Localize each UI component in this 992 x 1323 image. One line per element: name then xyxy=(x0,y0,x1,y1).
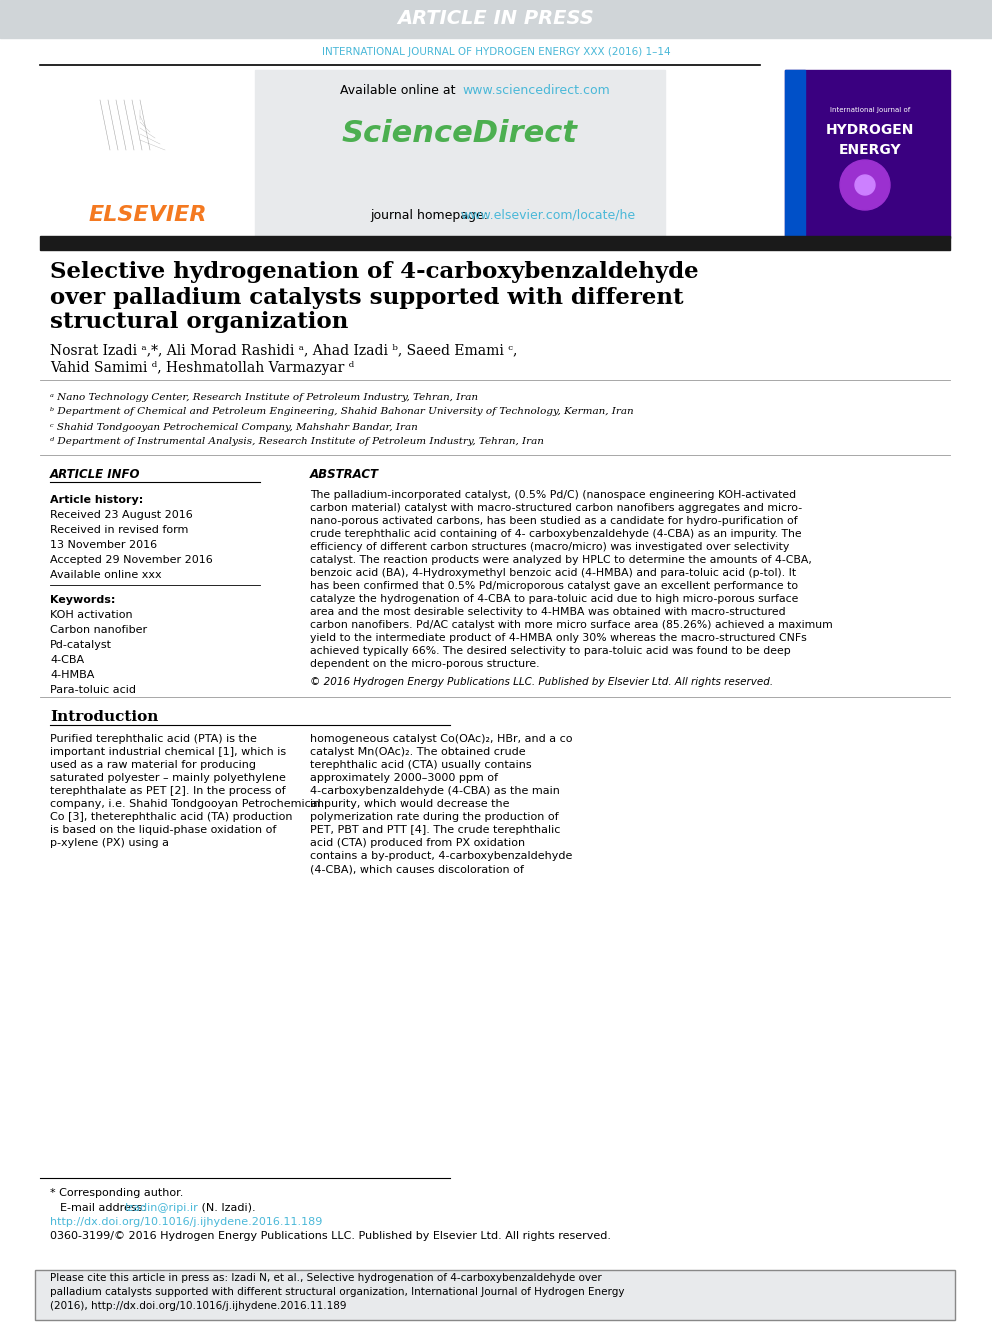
Text: saturated polyester – mainly polyethylene: saturated polyester – mainly polyethylen… xyxy=(50,773,286,783)
Text: International Journal of: International Journal of xyxy=(830,107,910,112)
Text: acid (CTA) produced from PX oxidation: acid (CTA) produced from PX oxidation xyxy=(310,837,525,848)
Text: Introduction: Introduction xyxy=(50,710,159,724)
Text: polymerization rate during the production of: polymerization rate during the productio… xyxy=(310,812,558,822)
Text: journal homepage:: journal homepage: xyxy=(370,209,492,221)
Text: 13 November 2016: 13 November 2016 xyxy=(50,540,157,550)
Text: terephthalic acid (CTA) usually contains: terephthalic acid (CTA) usually contains xyxy=(310,759,532,770)
Text: Available online xxx: Available online xxx xyxy=(50,570,162,579)
Text: The palladium-incorporated catalyst, (0.5% Pd/C) (nanospace engineering KOH-acti: The palladium-incorporated catalyst, (0.… xyxy=(310,490,797,500)
Bar xyxy=(0,0,992,38)
Text: www.sciencedirect.com: www.sciencedirect.com xyxy=(462,83,610,97)
Text: area and the most desirable selectivity to 4-HMBA was obtained with macro-struct: area and the most desirable selectivity … xyxy=(310,607,786,617)
Bar xyxy=(55,75,240,191)
Text: HYDROGEN: HYDROGEN xyxy=(825,123,915,138)
Text: carbon material) catalyst with macro-structured carbon nanofibers aggregates and: carbon material) catalyst with macro-str… xyxy=(310,503,803,513)
Text: Carbon nanofiber: Carbon nanofiber xyxy=(50,624,147,635)
Text: efficiency of different carbon structures (macro/micro) was investigated over se: efficiency of different carbon structure… xyxy=(310,542,790,552)
Text: 0360-3199/© 2016 Hydrogen Energy Publications LLC. Published by Elsevier Ltd. Al: 0360-3199/© 2016 Hydrogen Energy Publica… xyxy=(50,1230,611,1241)
Text: Para-toluic acid: Para-toluic acid xyxy=(50,685,136,695)
Text: impurity, which would decrease the: impurity, which would decrease the xyxy=(310,799,510,808)
Bar xyxy=(255,70,665,239)
Text: KOH activation: KOH activation xyxy=(50,610,133,620)
Text: company, i.e. Shahid Tondgooyan Petrochemical: company, i.e. Shahid Tondgooyan Petroche… xyxy=(50,799,320,808)
Text: ᵈ Department of Instrumental Analysis, Research Institute of Petroleum Industry,: ᵈ Department of Instrumental Analysis, R… xyxy=(50,438,544,446)
Text: terephthalate as PET [2]. In the process of: terephthalate as PET [2]. In the process… xyxy=(50,786,286,796)
Text: catalyze the hydrogenation of 4-CBA to para-toluic acid due to high micro-porous: catalyze the hydrogenation of 4-CBA to p… xyxy=(310,594,799,605)
Text: INTERNATIONAL JOURNAL OF HYDROGEN ENERGY XXX (2016) 1–14: INTERNATIONAL JOURNAL OF HYDROGEN ENERGY… xyxy=(321,48,671,57)
Text: ScienceDirect: ScienceDirect xyxy=(342,119,578,147)
Text: PET, PBT and PTT [4]. The crude terephthalic: PET, PBT and PTT [4]. The crude terephth… xyxy=(310,826,560,835)
Text: ᶜ Shahid Tondgooyan Petrochemical Company, Mahshahr Bandar, Iran: ᶜ Shahid Tondgooyan Petrochemical Compan… xyxy=(50,422,418,431)
FancyBboxPatch shape xyxy=(35,1270,955,1320)
Circle shape xyxy=(840,160,890,210)
Text: Vahid Samimi ᵈ, Heshmatollah Varmazyar ᵈ: Vahid Samimi ᵈ, Heshmatollah Varmazyar ᵈ xyxy=(50,361,354,374)
Bar xyxy=(785,70,950,238)
Text: 4-HMBA: 4-HMBA xyxy=(50,669,94,680)
Text: carbon nanofibers. Pd/AC catalyst with more micro surface area (85.26%) achieved: carbon nanofibers. Pd/AC catalyst with m… xyxy=(310,620,832,630)
Text: approximately 2000–3000 ppm of: approximately 2000–3000 ppm of xyxy=(310,773,498,783)
Text: (2016), http://dx.doi.org/10.1016/j.ijhydene.2016.11.189: (2016), http://dx.doi.org/10.1016/j.ijhy… xyxy=(50,1301,346,1311)
Text: is based on the liquid-phase oxidation of: is based on the liquid-phase oxidation o… xyxy=(50,826,277,835)
Text: crude terephthalic acid containing of 4- carboxybenzaldehyde (4-CBA) as an impur: crude terephthalic acid containing of 4-… xyxy=(310,529,802,538)
Bar xyxy=(40,235,950,250)
Bar xyxy=(785,70,805,238)
Text: yield to the intermediate product of 4-HMBA only 30% whereas the macro-structure: yield to the intermediate product of 4-H… xyxy=(310,632,806,643)
Text: p-xylene (PX) using a: p-xylene (PX) using a xyxy=(50,837,169,848)
Text: Received in revised form: Received in revised form xyxy=(50,525,188,534)
Text: Selective hydrogenation of 4-carboxybenzaldehyde: Selective hydrogenation of 4-carboxybenz… xyxy=(50,261,698,283)
Text: 4-carboxybenzaldehyde (4-CBA) as the main: 4-carboxybenzaldehyde (4-CBA) as the mai… xyxy=(310,786,559,796)
Text: * Corresponding author.: * Corresponding author. xyxy=(50,1188,184,1199)
Text: http://dx.doi.org/10.1016/j.ijhydene.2016.11.189: http://dx.doi.org/10.1016/j.ijhydene.201… xyxy=(50,1217,322,1226)
Text: used as a raw material for producing: used as a raw material for producing xyxy=(50,759,256,770)
Text: 4-CBA: 4-CBA xyxy=(50,655,84,665)
Text: Purified terephthalic acid (PTA) is the: Purified terephthalic acid (PTA) is the xyxy=(50,734,257,744)
Text: ELSEVIER: ELSEVIER xyxy=(88,205,207,225)
Text: has been confirmed that 0.5% Pd/microporous catalyst gave an excellent performan: has been confirmed that 0.5% Pd/micropor… xyxy=(310,581,799,591)
Text: important industrial chemical [1], which is: important industrial chemical [1], which… xyxy=(50,747,286,757)
Text: Available online at: Available online at xyxy=(340,83,460,97)
Text: over palladium catalysts supported with different: over palladium catalysts supported with … xyxy=(50,287,683,310)
Text: structural organization: structural organization xyxy=(50,311,348,333)
Text: Pd-catalyst: Pd-catalyst xyxy=(50,640,112,650)
Text: (4-CBA), which causes discoloration of: (4-CBA), which causes discoloration of xyxy=(310,864,524,875)
Text: ᵇ Department of Chemical and Petroleum Engineering, Shahid Bahonar University of: ᵇ Department of Chemical and Petroleum E… xyxy=(50,407,634,417)
Text: catalyst Mn(OAc)₂. The obtained crude: catalyst Mn(OAc)₂. The obtained crude xyxy=(310,747,526,757)
Text: benzoic acid (BA), 4-Hydroxymethyl benzoic acid (4-HMBA) and para-toluic acid (p: benzoic acid (BA), 4-Hydroxymethyl benzo… xyxy=(310,568,797,578)
Text: contains a by-product, 4-carboxybenzaldehyde: contains a by-product, 4-carboxybenzalde… xyxy=(310,851,572,861)
Text: palladium catalysts supported with different structural organization, Internatio: palladium catalysts supported with diffe… xyxy=(50,1287,625,1297)
Text: Received 23 August 2016: Received 23 August 2016 xyxy=(50,509,192,520)
Text: dependent on the micro-porous structure.: dependent on the micro-porous structure. xyxy=(310,659,540,669)
Text: achieved typically 66%. The desired selectivity to para-toluic acid was found to: achieved typically 66%. The desired sele… xyxy=(310,646,791,656)
Text: Izadin@ripi.ir: Izadin@ripi.ir xyxy=(125,1203,198,1213)
Text: (N. Izadi).: (N. Izadi). xyxy=(198,1203,256,1213)
Text: Nosrat Izadi ᵃ,*, Ali Morad Rashidi ᵃ, Ahad Izadi ᵇ, Saeed Emami ᶜ,: Nosrat Izadi ᵃ,*, Ali Morad Rashidi ᵃ, A… xyxy=(50,343,518,357)
Text: ARTICLE INFO: ARTICLE INFO xyxy=(50,468,141,482)
Text: nano-porous activated carbons, has been studied as a candidate for hydro-purific: nano-porous activated carbons, has been … xyxy=(310,516,798,527)
Text: www.elsevier.com/locate/he: www.elsevier.com/locate/he xyxy=(460,209,635,221)
Text: ABSTRACT: ABSTRACT xyxy=(310,468,379,482)
Text: catalyst. The reaction products were analyzed by HPLC to determine the amounts o: catalyst. The reaction products were ana… xyxy=(310,556,811,565)
Text: © 2016 Hydrogen Energy Publications LLC. Published by Elsevier Ltd. All rights r: © 2016 Hydrogen Energy Publications LLC.… xyxy=(310,677,773,687)
Text: ᵃ Nano Technology Center, Research Institute of Petroleum Industry, Tehran, Iran: ᵃ Nano Technology Center, Research Insti… xyxy=(50,393,478,401)
Text: homogeneous catalyst Co(OAc)₂, HBr, and a co: homogeneous catalyst Co(OAc)₂, HBr, and … xyxy=(310,734,572,744)
Text: Please cite this article in press as: Izadi N, et al., Selective hydrogenation o: Please cite this article in press as: Iz… xyxy=(50,1273,602,1283)
Circle shape xyxy=(855,175,875,194)
Text: ENERGY: ENERGY xyxy=(838,143,902,157)
Text: Co [3], theterephthalic acid (TA) production: Co [3], theterephthalic acid (TA) produc… xyxy=(50,812,293,822)
Text: ARTICLE IN PRESS: ARTICLE IN PRESS xyxy=(398,9,594,29)
Text: Keywords:: Keywords: xyxy=(50,595,115,605)
Text: Accepted 29 November 2016: Accepted 29 November 2016 xyxy=(50,556,212,565)
Text: Article history:: Article history: xyxy=(50,495,143,505)
Text: E-mail address:: E-mail address: xyxy=(60,1203,150,1213)
